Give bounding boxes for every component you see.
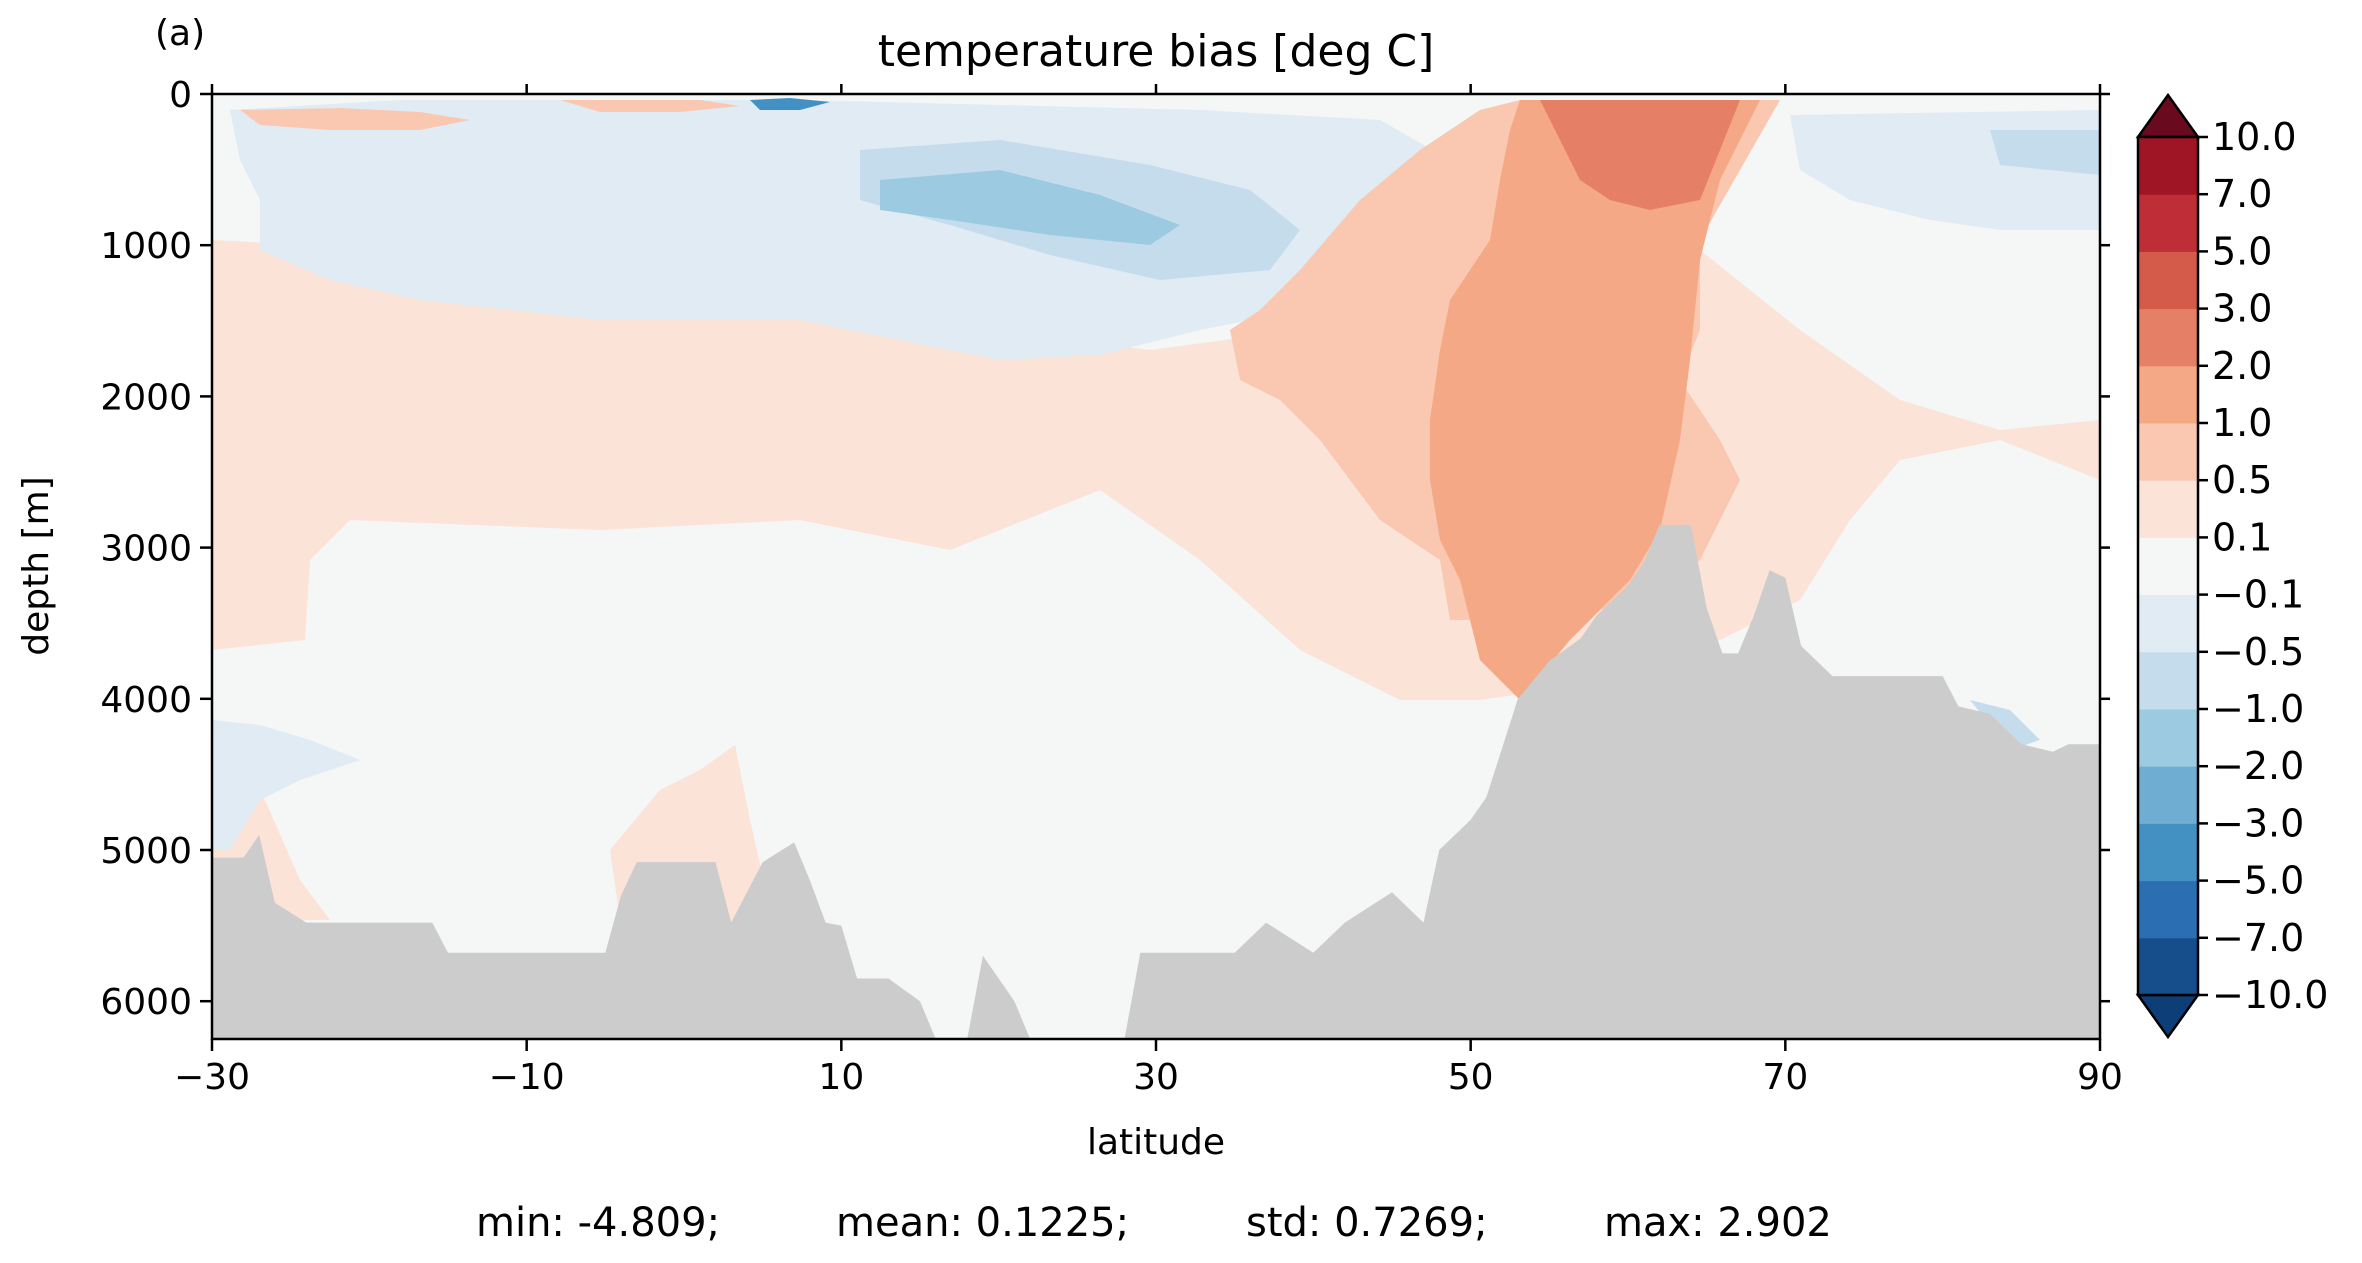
- y-tick-label: 0: [169, 75, 192, 116]
- contour-cold-deep-right: [1970, 700, 2040, 750]
- y-axis-label: depth [m]: [16, 476, 57, 655]
- colorbar-tick-label: 0.1: [2212, 515, 2272, 559]
- contour-warm-surface: [240, 108, 470, 130]
- stats-line: min: -4.809; mean: 0.1225; std: 0.7269; …: [476, 1200, 1832, 1246]
- colorbar-tick-label: −7.0: [2212, 916, 2304, 960]
- contour-cold-surface-core: [750, 98, 830, 110]
- panel-label: (a): [155, 13, 205, 54]
- y-tick-label: 6000: [100, 982, 192, 1023]
- colorbar-swatch: [2138, 651, 2198, 710]
- x-tick-label: 70: [1762, 1057, 1808, 1098]
- x-tick-label: −10: [489, 1057, 565, 1098]
- colorbar-tick-label: 0.5: [2212, 458, 2272, 502]
- bathymetry-land-mask: [212, 524, 2100, 1039]
- y-tick-label: 2000: [100, 377, 192, 418]
- colorbar-swatch: [2138, 480, 2198, 538]
- colorbar-swatch: [2138, 937, 2198, 996]
- colorbar-swatch: [2138, 823, 2198, 882]
- colorbar-tick-label: −0.1: [2212, 573, 2304, 617]
- x-tick-label: 50: [1448, 1057, 1494, 1098]
- colorbar-swatch: [2138, 766, 2198, 824]
- colorbar-tick-label: −10.0: [2212, 973, 2328, 1017]
- colorbar-swatch: [2138, 880, 2198, 939]
- colorbar-extend-max: [2135, 92, 2201, 139]
- y-tick-label: 5000: [100, 831, 192, 872]
- stat-mean: mean: 0.1225;: [836, 1200, 1129, 1246]
- x-tick-label: −30: [174, 1057, 250, 1098]
- colorbar-tick-label: −3.0: [2212, 801, 2304, 845]
- y-tick-label: 4000: [100, 680, 192, 721]
- colorbar-frame: [2136, 135, 2200, 997]
- colorbar-tick-label: 2.0: [2212, 344, 2272, 388]
- colorbar-tick-label: 7.0: [2212, 172, 2272, 216]
- colorbar-tick-label: −1.0: [2212, 687, 2304, 731]
- colorbar-swatch: [2138, 251, 2198, 310]
- contour-warm-plume-core: [1430, 100, 1760, 700]
- x-tick-label: 90: [2077, 1057, 2123, 1098]
- colorbar-swatch: [2138, 537, 2198, 596]
- colorbar-tick-label: −5.0: [2212, 859, 2304, 903]
- y-axis: 0 1000 2000 3000 4000 5000 6000: [100, 75, 2110, 1023]
- colorbar-tick-label: −0.5: [2212, 630, 2304, 674]
- stat-std: std: 0.7269;: [1246, 1200, 1488, 1246]
- colorbar-tick-label: −2.0: [2212, 744, 2304, 788]
- x-axis-label: latitude: [1087, 1122, 1225, 1163]
- plot-area: [212, 94, 2100, 1039]
- colorbar-swatch: [2138, 594, 2198, 653]
- stat-max: max: 2.902: [1604, 1200, 1832, 1246]
- x-tick-label: 30: [1133, 1057, 1179, 1098]
- x-tick-label: 10: [818, 1057, 864, 1098]
- colorbar-swatch: [2138, 308, 2198, 367]
- contour-cold-right-core: [1990, 130, 2100, 175]
- x-axis: −30 −10 10 30 50 70 90: [174, 84, 2123, 1098]
- colorbar-swatch: [2138, 194, 2198, 252]
- colorbar-swatch: [2138, 137, 2198, 195]
- contour-warm-surface-2: [560, 100, 740, 112]
- contour-cold-deep-left: [212, 720, 360, 850]
- chart-title: temperature bias [deg C]: [878, 26, 1435, 77]
- colorbar-tick-label: 5.0: [2212, 229, 2272, 273]
- colorbar-swatch: [2138, 423, 2198, 481]
- colorbar-swatch: [2138, 709, 2198, 767]
- y-tick-label: 1000: [100, 226, 192, 267]
- y-tick-label: 3000: [100, 529, 192, 570]
- colorbar-extend-min: [2135, 993, 2201, 1040]
- colorbar-tick-label: 1.0: [2212, 401, 2272, 445]
- colorbar-tick-label: 10.0: [2212, 115, 2297, 159]
- contour-cold-upper-core: [880, 170, 1180, 245]
- stat-min: min: -4.809;: [476, 1200, 720, 1246]
- contour-warm-plume-top: [1540, 100, 1740, 210]
- colorbar-tick-label: 3.0: [2212, 287, 2272, 331]
- colorbar: −10.0 −7.0 −5.0 −3.0 −2.0 −1.0 −0.5 −0.1 0.1 0.5 1…: [2135, 92, 2328, 1040]
- colorbar-swatch: [2138, 365, 2198, 424]
